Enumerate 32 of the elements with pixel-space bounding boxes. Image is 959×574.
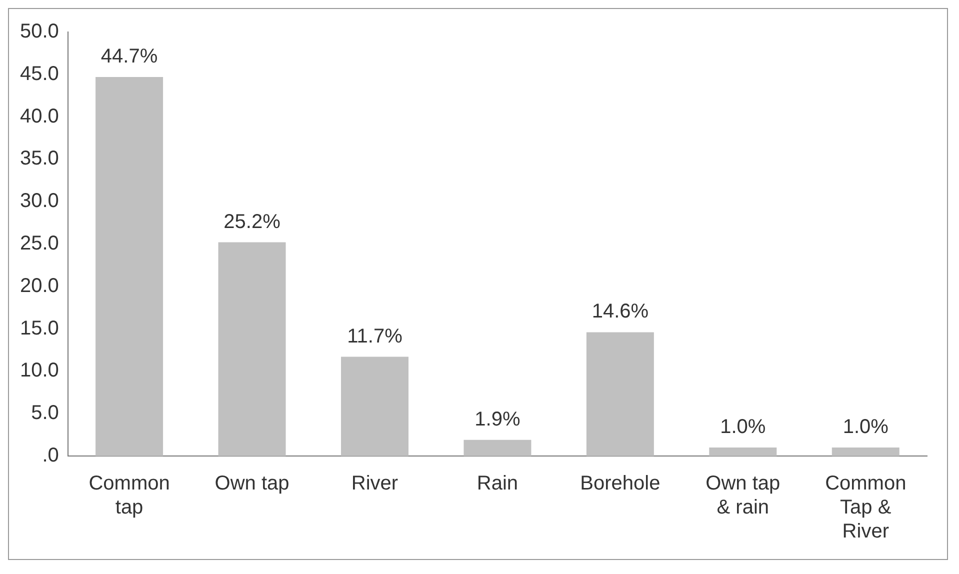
y-tick-label: 10.0 (20, 360, 59, 382)
data-label: 25.2% (224, 210, 281, 233)
bar (709, 448, 777, 456)
x-tick-label: River (351, 472, 398, 495)
y-tick-label: 30.0 (20, 190, 59, 212)
x-tick-label: Own tap & rain (706, 472, 780, 519)
bar (586, 332, 654, 456)
bar (340, 356, 408, 456)
y-tick-label: 25.0 (20, 232, 59, 255)
y-tick-label: .0 (42, 444, 59, 467)
data-label: 14.6% (592, 300, 649, 323)
y-tick-label: 40.0 (20, 105, 59, 128)
x-tick-label: Rain (476, 472, 518, 495)
data-label: 1.0% (720, 416, 766, 438)
x-tick-label: Common Tap & River (825, 472, 906, 543)
x-tick-label: Own tap (214, 472, 290, 495)
y-tick-label: 5.0 (31, 402, 59, 424)
x-tick-label: Borehole (580, 472, 660, 495)
y-tick-label: 35.0 (20, 148, 59, 170)
bar (96, 76, 164, 456)
data-label: 11.7% (347, 325, 403, 348)
y-tick-label: 50.0 (20, 20, 59, 43)
bar (464, 440, 532, 456)
bar (218, 242, 286, 456)
y-tick-label: 15.0 (20, 317, 59, 340)
x-tick-label: Common tap (88, 472, 170, 519)
data-label: 44.7% (100, 45, 158, 68)
y-tick-label: 45.0 (20, 62, 59, 85)
y-tick-label: 20.0 (20, 274, 59, 297)
data-label: 1.9% (474, 408, 520, 430)
bar (832, 448, 900, 456)
data-label: 1.0% (842, 416, 889, 438)
